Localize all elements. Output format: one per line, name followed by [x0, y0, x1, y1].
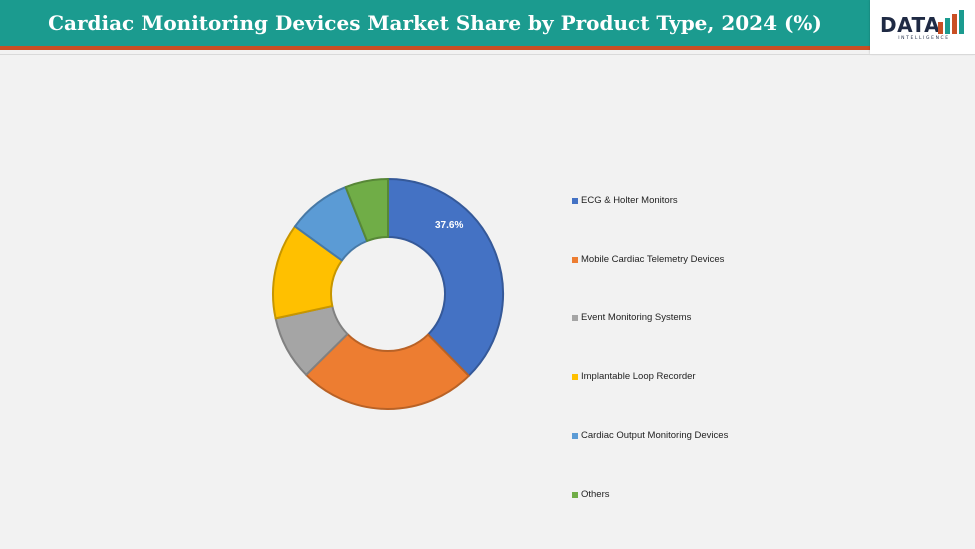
donut-slice-others: [344, 178, 389, 243]
chart-plot-area: 37.6% ECG & Holter Monitors Mobile Cardia…: [0, 54, 975, 549]
data-label-ecg-and-holter-monitors: 37.6%: [435, 220, 463, 231]
donut-slice-ecg-and-holter-monitors: [387, 178, 504, 377]
legend-swatch: [572, 374, 578, 381]
header-accent-line: [0, 46, 870, 50]
logo-text: DATA: [880, 13, 941, 37]
company-logo: DATA INTELLIGENCE: [870, 0, 975, 54]
legend-swatch: [572, 315, 578, 322]
logo-subtext: INTELLIGENCE: [898, 36, 950, 41]
bar-chart-logo-icon: [938, 10, 964, 34]
header-bar: [0, 0, 975, 46]
legend-label: Others: [581, 488, 610, 500]
legend-swatch: [572, 198, 578, 204]
legend-swatch: [572, 256, 578, 263]
legend-label: Cardiac Output Monitoring Devices: [581, 429, 729, 441]
legend-label: Event Monitoring Systems: [581, 312, 692, 324]
donut-slice-mobile-cardiac-telemetry-devices: [305, 333, 470, 410]
donut-chart: 37.6%: [272, 178, 504, 410]
legend-label: ECG & Holter Monitors: [581, 195, 678, 206]
legend-swatch: [572, 432, 578, 439]
page-title: Cardiac Monitoring Devices Market Share …: [48, 11, 822, 35]
legend-swatch: [572, 491, 578, 498]
legend-label: Implantable Loop Recorder: [581, 371, 696, 383]
legend-label: Mobile Cardiac Telemetry Devices: [581, 253, 725, 265]
